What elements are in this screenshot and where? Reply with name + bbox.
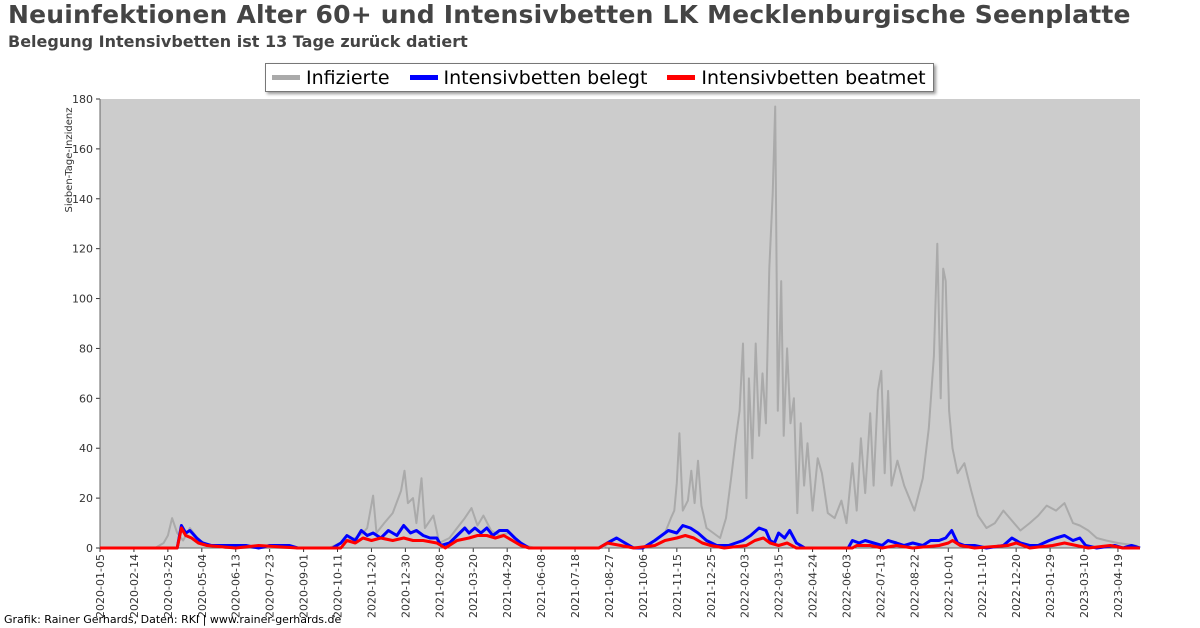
x-tick-label: 2021-08-27 <box>603 554 616 618</box>
x-tick-label: 2022-02-03 <box>739 554 752 618</box>
x-tick-label: 2021-07-18 <box>569 554 582 618</box>
legend-swatch-beatmet <box>667 75 696 80</box>
x-tick-label: 2021-06-08 <box>535 554 548 618</box>
series-line-beatmet <box>100 526 1140 550</box>
y-tick-label: 20 <box>79 492 93 505</box>
x-tick-label: 2020-05-04 <box>196 554 209 618</box>
legend-swatch-infizierte <box>272 75 300 80</box>
y-tick-label: 80 <box>79 342 93 355</box>
x-tick-label: 2020-07-23 <box>264 554 277 618</box>
x-tick-label: 2023-01-29 <box>1044 554 1057 618</box>
x-tick-label: 2021-03-20 <box>467 554 480 618</box>
legend-item-belegt: Intensivbetten belegt <box>409 66 648 89</box>
x-tick-label: 2022-08-22 <box>908 554 921 618</box>
x-tick-label: 2020-02-14 <box>128 554 141 618</box>
x-tick-label: 2020-10-11 <box>332 554 345 618</box>
x-tick-label: 2020-01-05 <box>94 554 107 618</box>
y-tick-label: 140 <box>72 193 93 206</box>
x-tick-label: 2022-11-10 <box>976 554 989 618</box>
x-tick-label: 2022-04-24 <box>807 554 820 618</box>
x-tick-label: 2022-12-20 <box>1010 554 1023 618</box>
x-tick-label: 2021-02-08 <box>433 554 446 618</box>
series-line-infizierte <box>100 105 1141 549</box>
x-tick-label: 2021-04-29 <box>501 554 514 618</box>
y-tick-label: 120 <box>72 243 93 256</box>
legend-item-infizierte: Infizierte <box>272 67 390 89</box>
x-tick-label: 2021-12-25 <box>705 554 718 618</box>
chart-title: Neuinfektionen Alter 60+ und Intensivbet… <box>8 0 1131 29</box>
y-tick-label: 180 <box>72 93 93 106</box>
x-tick-label: 2023-03-10 <box>1078 554 1091 618</box>
legend-label-belegt: Intensivbetten belegt <box>443 66 648 89</box>
x-tick-label: 2021-10-06 <box>637 554 650 618</box>
legend-swatch-belegt <box>409 75 438 80</box>
chart-credit: Grafik: Rainer Gerhards, Daten: RKI | ww… <box>4 613 342 626</box>
y-tick-label: 100 <box>72 293 93 306</box>
series-line-belegt <box>100 524 1141 550</box>
legend-label-infizierte: Infizierte <box>306 66 390 89</box>
legend-item-beatmet: Intensivbetten beatmet <box>667 66 926 89</box>
chart-subtitle: Belegung Intensivbetten ist 13 Tage zurü… <box>8 32 468 51</box>
plot-background <box>100 99 1140 548</box>
y-tick-label: 160 <box>72 143 93 156</box>
x-tick-label: 2022-03-15 <box>773 554 786 618</box>
x-tick-label: 2020-11-20 <box>365 554 378 618</box>
x-tick-label: 2020-09-01 <box>298 554 311 618</box>
x-tick-label: 2020-06-13 <box>230 554 243 618</box>
chart-legend: Infizierte Intensivbetten belegt Intensi… <box>265 63 934 92</box>
x-tick-label: 2022-07-13 <box>874 554 887 618</box>
x-tick-label: 2022-10-01 <box>942 554 955 618</box>
y-tick-label: 40 <box>79 442 93 455</box>
x-tick-label: 2023-04-19 <box>1112 554 1125 618</box>
x-tick-label: 2021-11-15 <box>671 554 684 618</box>
legend-label-beatmet: Intensivbetten beatmet <box>701 66 926 89</box>
y-tick-label: 60 <box>79 392 93 405</box>
y-tick-label: 0 <box>86 542 93 555</box>
x-tick-label: 2020-12-30 <box>399 554 412 618</box>
y-axis-title: Sieben-Tage-Inzidenz <box>64 108 75 213</box>
x-tick-label: 2020-03-25 <box>162 554 175 618</box>
x-tick-label: 2022-06-03 <box>840 554 853 618</box>
